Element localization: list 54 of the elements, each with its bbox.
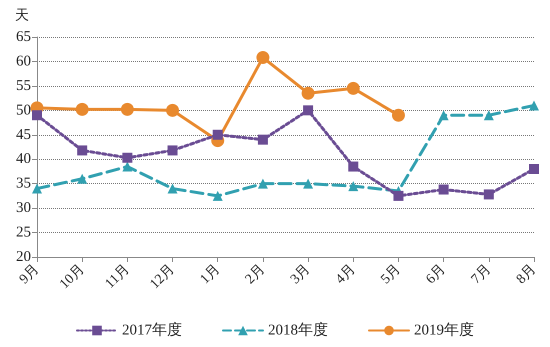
- point: [168, 145, 178, 156]
- point: [77, 145, 88, 156]
- point: [258, 134, 268, 145]
- point: [168, 184, 178, 194]
- y-tick-label: 40: [16, 151, 31, 168]
- point: [76, 102, 89, 116]
- x-tick-label: 4月: [333, 262, 359, 288]
- point: [32, 184, 42, 194]
- y-tick-label: 25: [16, 224, 31, 241]
- y-tick-label: 50: [16, 102, 31, 118]
- x-tick-label: 7月: [468, 262, 494, 288]
- y-tick-label: 65: [16, 29, 31, 45]
- y-tick-label: 45: [16, 126, 31, 143]
- point: [122, 162, 132, 172]
- x-tick-label: 1月: [198, 262, 224, 288]
- point: [438, 184, 449, 195]
- y-tick-label: 30: [16, 200, 31, 216]
- point: [529, 100, 539, 110]
- legend-label: 2019年度: [414, 322, 474, 338]
- point: [346, 82, 360, 95]
- point: [302, 86, 315, 100]
- point: [348, 181, 358, 192]
- point: [258, 178, 268, 189]
- point: [32, 110, 42, 120]
- point: [303, 178, 314, 189]
- point: [348, 162, 358, 172]
- x-tick-label: 8月: [514, 262, 540, 288]
- y-axis-title: 天: [15, 8, 29, 24]
- legend-label: 2017年度: [122, 322, 182, 338]
- y-tick-label: 60: [16, 53, 31, 70]
- point: [438, 110, 449, 120]
- x-tick-label: 6月: [423, 262, 449, 288]
- legend-label: 2018年度: [268, 322, 328, 338]
- x-tick-label: 2月: [242, 262, 268, 288]
- x-tick-label: 3月: [288, 262, 314, 288]
- point: [256, 51, 270, 64]
- point: [529, 164, 539, 174]
- x-tick-label: 10月: [57, 262, 88, 292]
- point: [122, 152, 132, 163]
- point: [77, 174, 88, 184]
- y-tick-label: 55: [16, 78, 31, 94]
- y-tick-label: 35: [16, 176, 31, 192]
- point: [120, 102, 134, 116]
- point: [303, 105, 314, 116]
- x-tick-label: 5月: [378, 262, 404, 288]
- point: [212, 130, 223, 140]
- point: [484, 110, 494, 120]
- point: [484, 189, 494, 200]
- x-tick-label: 11月: [102, 262, 133, 292]
- point: [212, 190, 223, 201]
- point: [166, 104, 180, 117]
- point: [393, 190, 404, 201]
- point: [392, 108, 405, 122]
- x-tick-label: 12月: [147, 262, 178, 292]
